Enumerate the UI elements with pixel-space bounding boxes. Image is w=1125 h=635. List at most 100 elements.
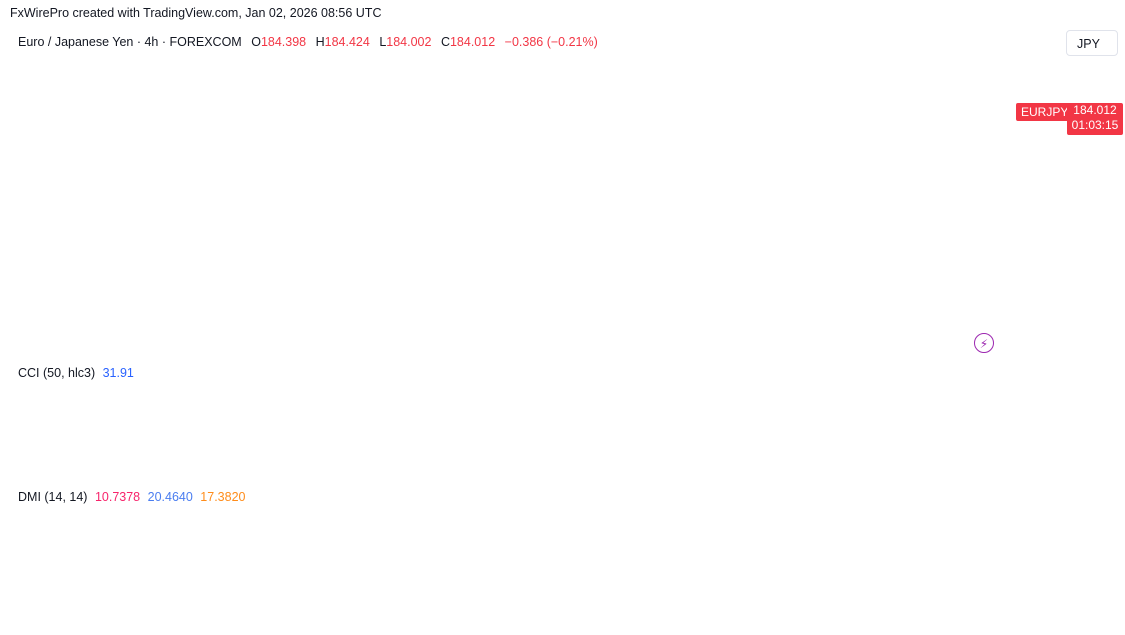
cci-bar bbox=[618, 371, 622, 443]
cci-bar bbox=[190, 442, 193, 451]
candle-body bbox=[519, 217, 525, 234]
candle-body bbox=[217, 258, 223, 269]
dmi-label: DMI (14, 14) bbox=[18, 490, 88, 504]
cci-bar bbox=[839, 429, 843, 443]
candle-body bbox=[883, 111, 889, 117]
price-tick-label: 183.000 bbox=[1072, 170, 1116, 184]
time-tick-label: 5 bbox=[1019, 613, 1026, 627]
cci-bar bbox=[542, 424, 546, 443]
cci-bar bbox=[245, 403, 249, 443]
currency-button[interactable]: JPY bbox=[1066, 30, 1118, 56]
cci-bar bbox=[611, 398, 615, 443]
cci-bar bbox=[812, 427, 815, 443]
cci-bar bbox=[556, 422, 559, 443]
candle-body bbox=[52, 263, 58, 269]
cci-bar bbox=[605, 427, 608, 443]
cci-bar bbox=[301, 414, 304, 443]
cci-tick-label: 200.00 bbox=[1074, 396, 1111, 410]
cci-bar bbox=[674, 411, 677, 443]
candle-body bbox=[113, 299, 119, 301]
cci-bar bbox=[957, 434, 960, 443]
cci-bar bbox=[570, 418, 573, 443]
candle-body bbox=[502, 222, 508, 229]
cci-bar bbox=[639, 387, 642, 443]
cci-bar bbox=[819, 429, 822, 443]
candle-body bbox=[493, 228, 499, 234]
candle-body bbox=[433, 228, 439, 234]
cci-bar bbox=[915, 440, 919, 443]
cci-bar bbox=[826, 429, 829, 443]
candle-body bbox=[44, 268, 50, 270]
cci-bar bbox=[73, 433, 76, 443]
candle-body bbox=[35, 273, 41, 275]
cci-band bbox=[10, 422, 1060, 463]
candle-body bbox=[649, 126, 655, 183]
cci-bar bbox=[308, 415, 311, 443]
cci-bar bbox=[121, 442, 124, 459]
chart-credit: FxWirePro created with TradingView.com, … bbox=[10, 6, 382, 20]
dmi-plus-value: 10.7378 bbox=[94, 490, 141, 504]
lightning-icon[interactable]: ⚡ bbox=[974, 333, 994, 353]
open-value: 184.398 bbox=[260, 35, 307, 49]
candle-body bbox=[779, 131, 785, 152]
candle-body bbox=[986, 136, 992, 142]
cci-bar bbox=[259, 389, 262, 443]
cci-bar bbox=[846, 429, 850, 443]
cci-bar bbox=[729, 429, 732, 443]
cci-bar bbox=[535, 427, 539, 443]
candle-body bbox=[978, 136, 984, 142]
candle-body bbox=[173, 283, 179, 285]
candle-body bbox=[813, 146, 819, 152]
candle-body bbox=[467, 207, 473, 213]
dmi-tick-label: 40.0000 bbox=[1072, 492, 1116, 506]
cci-bar bbox=[853, 430, 856, 443]
candle-body bbox=[1004, 121, 1010, 137]
cci-bar bbox=[784, 430, 787, 443]
open-label: O bbox=[251, 35, 261, 49]
candle-body bbox=[736, 121, 742, 147]
cci-bar bbox=[321, 417, 325, 443]
candle-body bbox=[338, 202, 344, 213]
cci-bar bbox=[466, 436, 470, 443]
cci-bar bbox=[176, 442, 179, 446]
cci-bar bbox=[418, 432, 421, 443]
cci-bar bbox=[432, 436, 435, 443]
candle-body bbox=[303, 197, 309, 213]
candle-body bbox=[640, 182, 646, 193]
cci-bar bbox=[11, 432, 14, 443]
cci-bar bbox=[563, 420, 566, 443]
candle-body bbox=[277, 207, 283, 218]
cci-bar bbox=[232, 414, 235, 443]
cci-bar bbox=[31, 427, 34, 443]
candle-body bbox=[744, 136, 750, 147]
candle-body bbox=[294, 212, 300, 214]
candle-body bbox=[770, 131, 776, 137]
cci-bar bbox=[183, 442, 186, 459]
cci-bar bbox=[508, 442, 511, 446]
instrument-title: Euro / Japanese Yen · 4h · FOREXCOM bbox=[18, 35, 242, 49]
low-label: L bbox=[379, 35, 387, 49]
candle-body bbox=[87, 278, 93, 280]
dmi-minus-value: 20.4640 bbox=[147, 490, 193, 504]
candle-body bbox=[666, 95, 672, 107]
cci-bar bbox=[681, 417, 684, 443]
candle-body bbox=[346, 202, 352, 218]
candle-body bbox=[156, 283, 162, 295]
candle-body bbox=[407, 172, 413, 183]
candle-body bbox=[623, 202, 629, 208]
cci-value: 31.91 bbox=[102, 366, 134, 380]
candle-body bbox=[597, 177, 603, 188]
cci-bar bbox=[743, 430, 746, 443]
candle-body bbox=[701, 90, 707, 96]
candle-body bbox=[909, 116, 915, 132]
candle-body bbox=[165, 289, 171, 291]
cci-bar bbox=[770, 435, 774, 443]
cci-bar bbox=[708, 426, 711, 443]
candle-body bbox=[121, 294, 127, 300]
cci-bar bbox=[100, 442, 104, 459]
cci-bar bbox=[225, 420, 228, 443]
cci-bar bbox=[487, 442, 490, 444]
cci-bar bbox=[777, 429, 780, 443]
cci-bar bbox=[384, 417, 387, 443]
